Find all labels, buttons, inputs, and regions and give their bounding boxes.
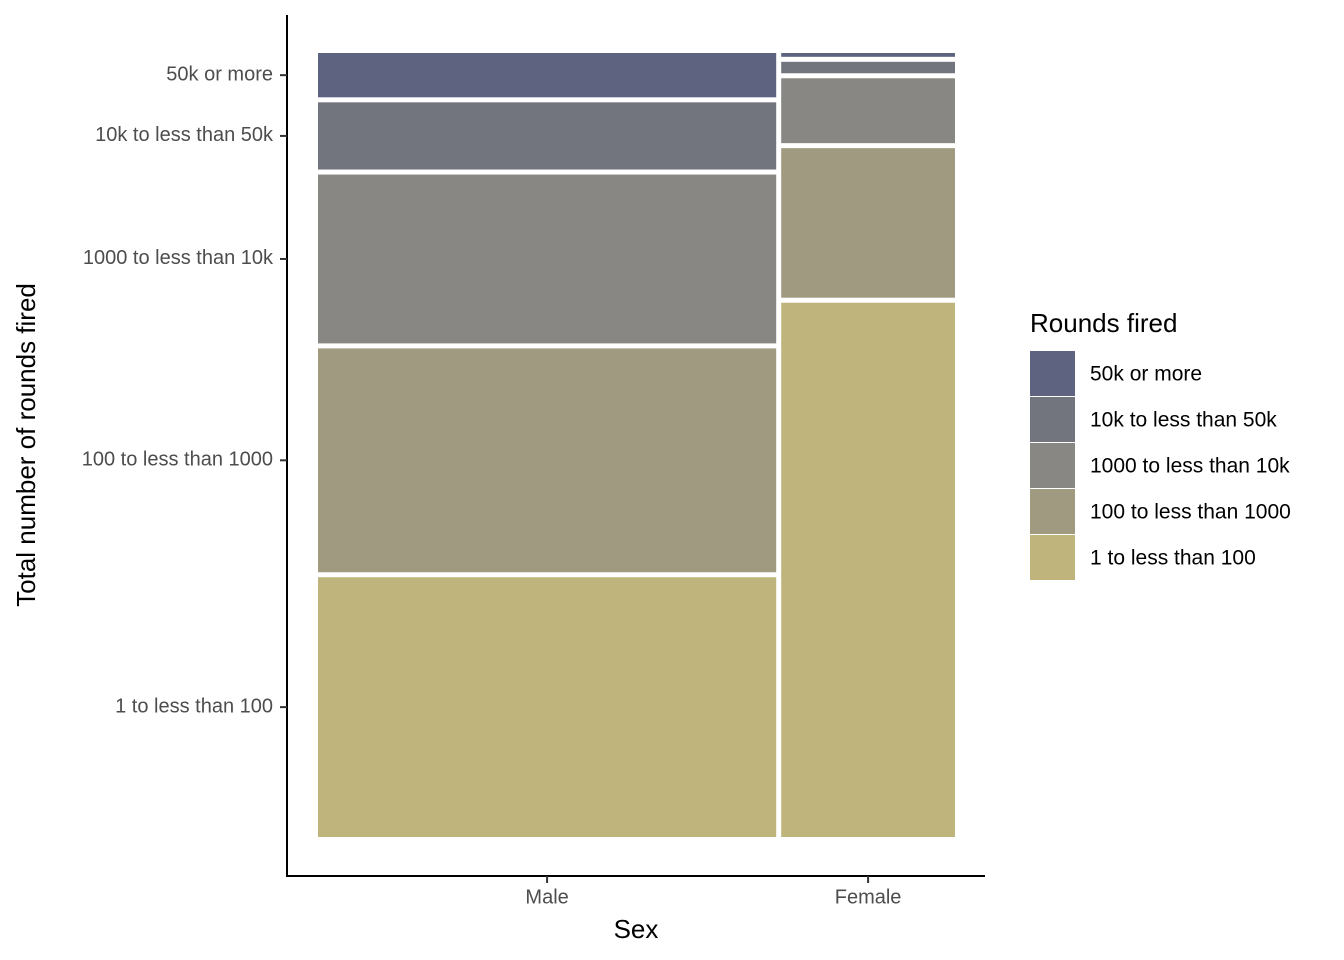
legend-title: Rounds fired	[1030, 308, 1177, 338]
y-tick-label: 10k to less than 50k	[95, 124, 274, 146]
legend-key	[1030, 397, 1075, 442]
legend-label: 10k to less than 50k	[1090, 409, 1277, 432]
y-tick-label: 100 to less than 1000	[82, 449, 273, 471]
mosaic-cell	[781, 61, 955, 74]
legend-label: 50k or more	[1090, 363, 1202, 386]
mosaic-cell	[781, 302, 955, 837]
legend-label: 1 to less than 100	[1090, 547, 1256, 570]
legend-key	[1030, 489, 1075, 534]
y-tick-label: 1 to less than 100	[115, 695, 273, 717]
mosaic-cell	[781, 148, 955, 298]
mosaic-cell	[318, 348, 777, 573]
legend-key	[1030, 535, 1075, 580]
mosaic-cell	[318, 174, 777, 344]
x-axis-title: Sex	[614, 914, 659, 944]
y-tick-label: 50k or more	[166, 63, 273, 85]
mosaic-cell	[318, 53, 777, 98]
legend-key	[1030, 443, 1075, 488]
legend-label: 1000 to less than 10k	[1090, 455, 1290, 478]
x-tick-label: Male	[525, 886, 568, 908]
mosaic-cell	[318, 577, 777, 837]
mosaic-cell	[781, 53, 955, 57]
legend-label: 100 to less than 1000	[1090, 501, 1291, 524]
x-tick-label: Female	[835, 886, 902, 908]
y-tick-label: 1000 to less than 10k	[83, 247, 274, 269]
mosaic-cell	[781, 78, 955, 144]
mosaic-cell	[318, 102, 777, 170]
legend-key	[1030, 351, 1075, 396]
y-axis-title: Total number of rounds fired	[11, 283, 41, 607]
